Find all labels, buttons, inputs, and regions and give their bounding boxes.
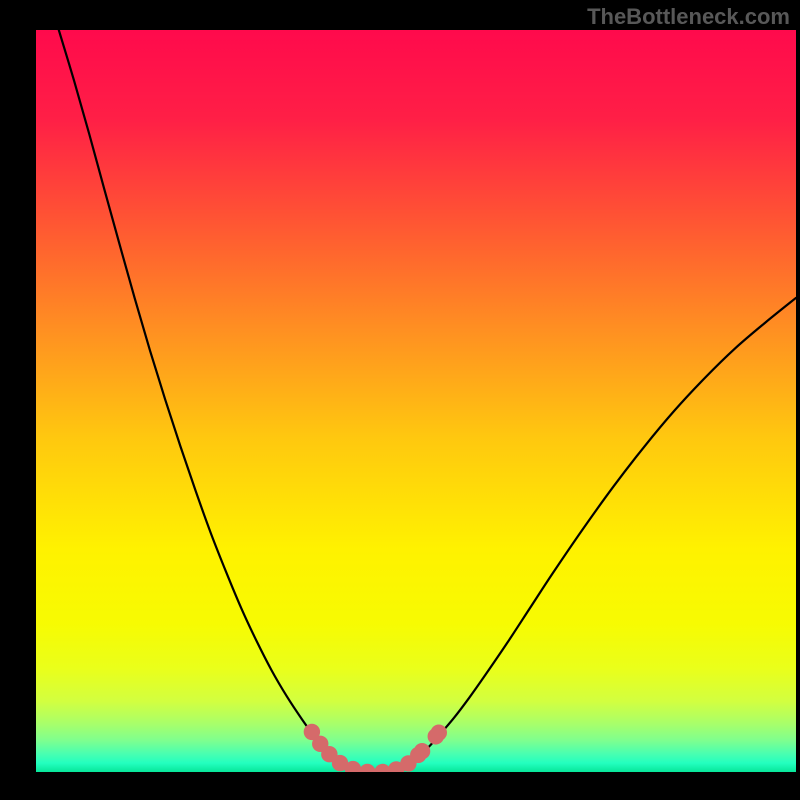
plot-area [36, 30, 796, 772]
data-marker [431, 724, 447, 740]
watermark-text: TheBottleneck.com [587, 4, 790, 30]
chart-svg [36, 30, 796, 772]
data-marker [414, 743, 430, 759]
